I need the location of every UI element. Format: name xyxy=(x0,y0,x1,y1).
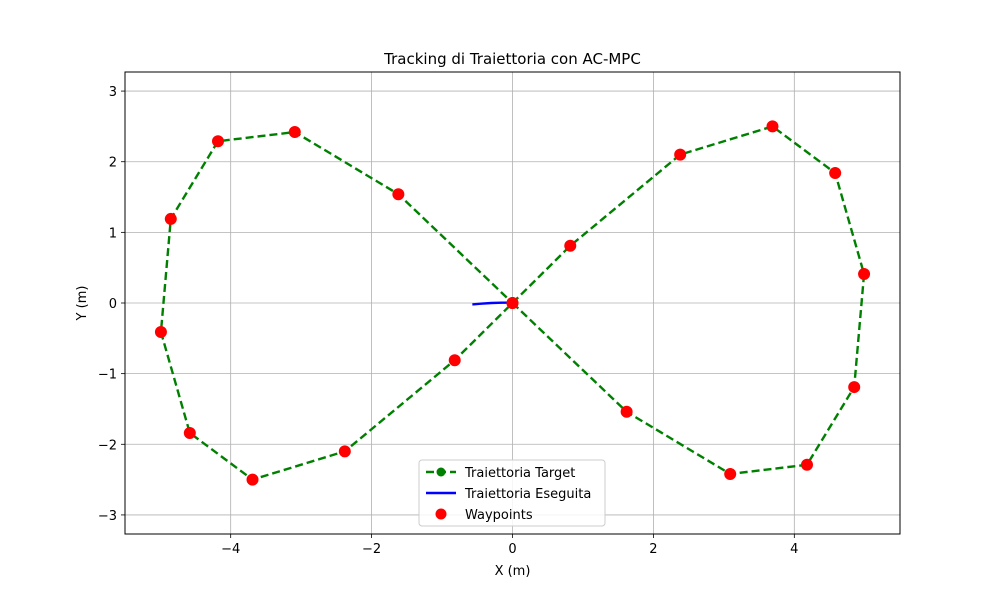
waypoint-marker xyxy=(212,135,224,148)
y-tick-label: 3 xyxy=(109,85,117,100)
waypoint-marker xyxy=(674,148,687,161)
waypoint-marker xyxy=(620,405,633,418)
y-axis-ticks: −3 −2 −1 0 1 2 3 xyxy=(98,85,125,524)
waypoint-marker xyxy=(829,167,842,180)
waypoint-marker xyxy=(564,239,577,252)
y-tick-label: −2 xyxy=(98,438,117,453)
x-tick-label: 2 xyxy=(649,542,657,557)
y-tick-label: 2 xyxy=(109,156,117,171)
legend: Traiettoria Target Traiettoria Eseguita Wa… xyxy=(418,459,606,527)
chart-title: Tracking di Traiettoria con AC-MPC xyxy=(383,50,641,68)
waypoint-marker xyxy=(392,188,405,201)
x-axis-label: X (m) xyxy=(495,564,531,579)
waypoint-marker xyxy=(154,325,167,338)
x-tick-label: −4 xyxy=(221,542,240,557)
waypoint-marker xyxy=(164,212,177,225)
y-tick-label: −3 xyxy=(98,509,117,524)
x-axis-ticks: −4 −2 0 2 4 xyxy=(221,534,798,557)
waypoint-marker xyxy=(183,426,196,439)
plot-area xyxy=(154,120,871,486)
legend-label-waypoints: Waypoints xyxy=(465,508,533,523)
waypoint-marker xyxy=(448,354,461,367)
y-tick-label: 0 xyxy=(109,297,117,312)
legend-box xyxy=(418,459,606,527)
legend-label-executed: Traiettoria Eseguita xyxy=(464,487,591,502)
waypoint-marker xyxy=(246,473,259,486)
waypoint-marker xyxy=(338,445,351,458)
x-tick-label: −2 xyxy=(362,542,381,557)
waypoint-marker xyxy=(766,120,779,133)
waypoint-marker xyxy=(848,381,861,394)
legend-label-target: Traiettoria Target xyxy=(464,466,575,481)
waypoint-marker xyxy=(724,467,737,480)
x-tick-label: 0 xyxy=(508,542,516,557)
waypoint-marker xyxy=(801,458,813,471)
waypoint-marker xyxy=(506,297,519,309)
legend-target-marker xyxy=(436,467,446,477)
y-axis-label: Y (m) xyxy=(75,286,90,322)
legend-waypoint-marker xyxy=(435,508,447,520)
x-tick-label: 4 xyxy=(790,542,798,557)
waypoint-marker xyxy=(288,126,301,139)
y-tick-label: 1 xyxy=(109,226,117,241)
waypoint-marker xyxy=(858,268,871,281)
y-tick-label: −1 xyxy=(98,368,117,383)
